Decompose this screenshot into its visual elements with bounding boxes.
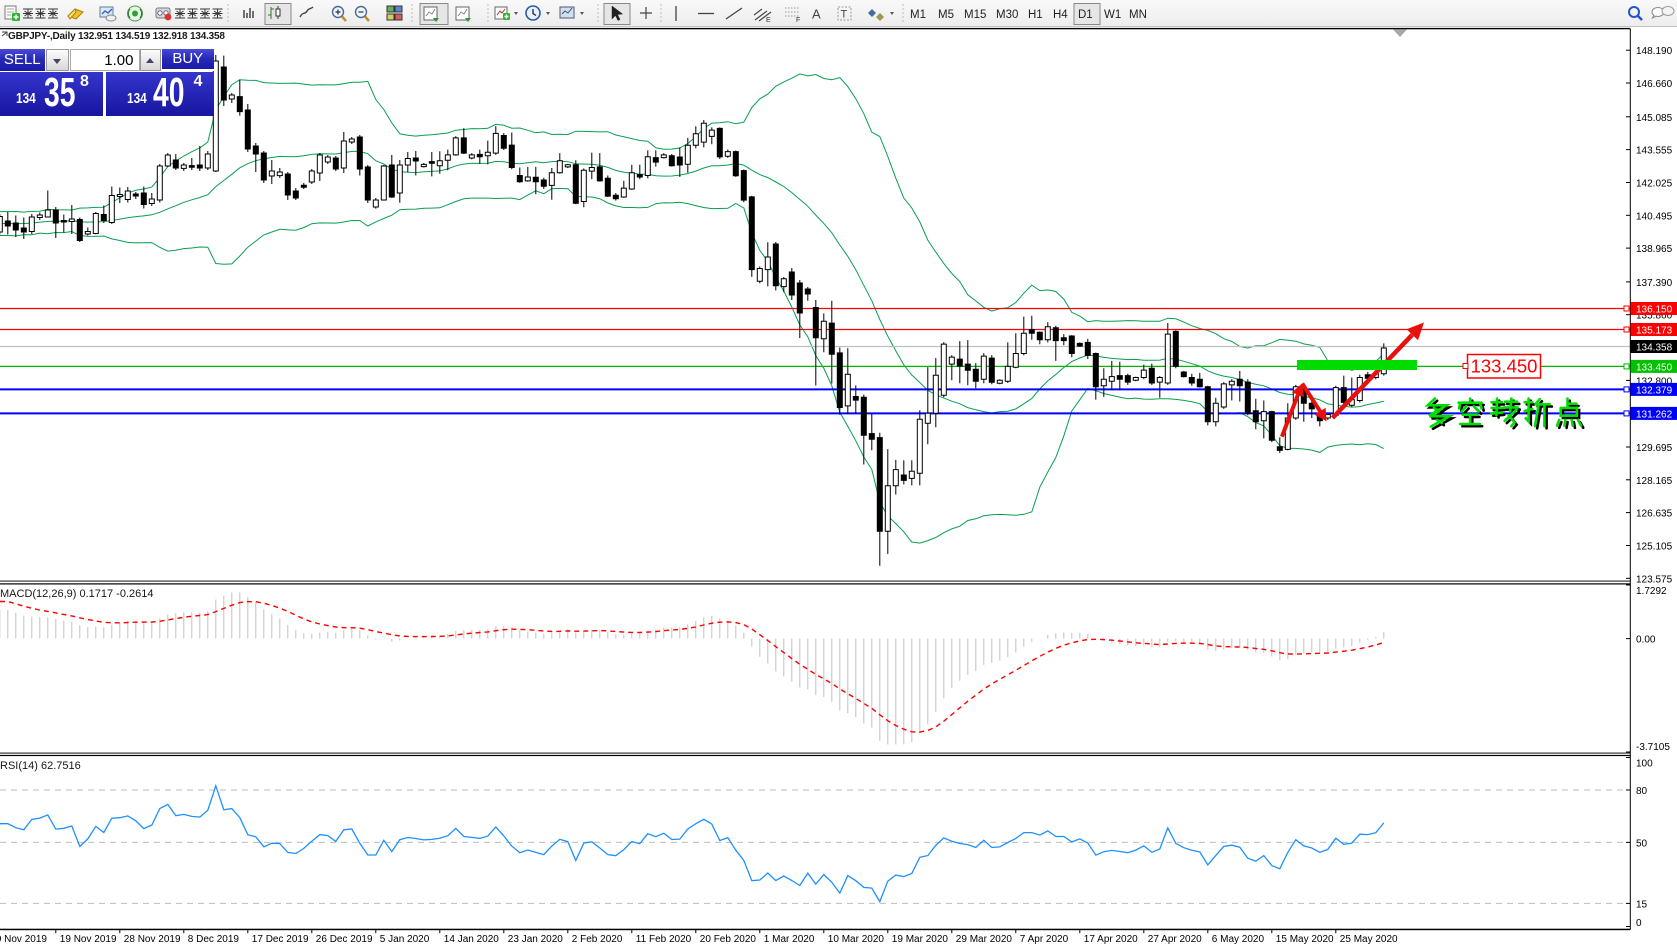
- svg-text:25 May 2020: 25 May 2020: [1340, 934, 1398, 945]
- svg-text:136.150: 136.150: [1636, 305, 1673, 316]
- svg-text:A: A: [812, 7, 821, 22]
- svg-text:134.358: 134.358: [1636, 343, 1673, 354]
- svg-text:126.635: 126.635: [1636, 509, 1673, 520]
- svg-text:5 Jan 2020: 5 Jan 2020: [380, 934, 430, 945]
- svg-text:M15: M15: [964, 9, 986, 21]
- svg-text:26 Dec 2019: 26 Dec 2019: [316, 934, 373, 945]
- svg-text:123.575: 123.575: [1636, 574, 1673, 585]
- svg-text:140.495: 140.495: [1636, 211, 1673, 222]
- svg-text:27 Apr 2020: 27 Apr 2020: [1148, 934, 1202, 945]
- svg-text:2 Feb 2020: 2 Feb 2020: [572, 934, 623, 945]
- svg-text:50: 50: [1636, 838, 1648, 849]
- svg-text:W1: W1: [1104, 9, 1121, 21]
- svg-text:133.450: 133.450: [1471, 356, 1538, 377]
- svg-text:T: T: [841, 9, 848, 21]
- svg-text:132.379: 132.379: [1636, 385, 1673, 396]
- svg-text:M1: M1: [910, 9, 926, 21]
- svg-text:10 Mar 2020: 10 Mar 2020: [828, 934, 885, 945]
- svg-text:F: F: [796, 17, 800, 24]
- svg-text:148.190: 148.190: [1636, 46, 1673, 57]
- svg-text:146.660: 146.660: [1636, 79, 1673, 90]
- svg-text:132.800: 132.800: [1636, 376, 1673, 387]
- svg-text:135.173: 135.173: [1636, 326, 1673, 337]
- svg-text:128.165: 128.165: [1636, 476, 1673, 487]
- svg-text:7 Apr 2020: 7 Apr 2020: [1020, 934, 1069, 945]
- svg-text:23 Jan 2020: 23 Jan 2020: [508, 934, 563, 945]
- svg-text:MN: MN: [1129, 9, 1147, 21]
- svg-text:17 Apr 2020: 17 Apr 2020: [1084, 934, 1138, 945]
- svg-text:137.390: 137.390: [1636, 278, 1673, 289]
- svg-text:1 Mar 2020: 1 Mar 2020: [764, 934, 815, 945]
- svg-text:15: 15: [1636, 899, 1648, 910]
- svg-text:131.262: 131.262: [1636, 409, 1673, 420]
- svg-text:19 Mar 2020: 19 Mar 2020: [892, 934, 949, 945]
- svg-text:20 Feb 2020: 20 Feb 2020: [700, 934, 757, 945]
- svg-text:H1: H1: [1028, 9, 1043, 21]
- svg-text:135.860: 135.860: [1636, 311, 1673, 322]
- svg-text:138.965: 138.965: [1636, 244, 1673, 255]
- svg-text:H4: H4: [1053, 9, 1068, 21]
- svg-text:M30: M30: [996, 9, 1018, 21]
- svg-text:-3.7105: -3.7105: [1636, 742, 1670, 753]
- svg-text:133.450: 133.450: [1636, 362, 1673, 373]
- svg-text:29 Mar 2020: 29 Mar 2020: [956, 934, 1013, 945]
- svg-text:0.00: 0.00: [1636, 635, 1656, 646]
- svg-text:14 Jan 2020: 14 Jan 2020: [444, 934, 499, 945]
- svg-text:129.695: 129.695: [1636, 443, 1673, 454]
- svg-text:RSI(14) 62.7516: RSI(14) 62.7516: [0, 760, 81, 772]
- svg-text:6 May 2020: 6 May 2020: [1212, 934, 1265, 945]
- svg-text:E: E: [766, 17, 771, 24]
- svg-text:0: 0: [1636, 918, 1642, 929]
- svg-text:D1: D1: [1078, 9, 1093, 21]
- svg-text:17 Dec 2019: 17 Dec 2019: [252, 934, 309, 945]
- svg-text:28 Nov 2019: 28 Nov 2019: [124, 934, 181, 945]
- svg-text:80: 80: [1636, 786, 1648, 797]
- svg-text:1.7292: 1.7292: [1636, 586, 1667, 597]
- svg-text:143.555: 143.555: [1636, 146, 1673, 157]
- svg-text:15 May 2020: 15 May 2020: [1276, 934, 1334, 945]
- svg-text:100: 100: [1636, 759, 1653, 770]
- svg-text:8 Dec 2019: 8 Dec 2019: [188, 934, 240, 945]
- svg-text:125.105: 125.105: [1636, 542, 1673, 553]
- svg-text:19 Nov 2019: 19 Nov 2019: [60, 934, 117, 945]
- svg-text:MACD(12,26,9) 0.1717 -0.2614: MACD(12,26,9) 0.1717 -0.2614: [0, 588, 153, 600]
- svg-text:145.085: 145.085: [1636, 113, 1673, 124]
- svg-text:142.025: 142.025: [1636, 179, 1673, 190]
- svg-text:9 Nov 2019: 9 Nov 2019: [0, 934, 47, 945]
- svg-text:11 Feb 2020: 11 Feb 2020: [636, 934, 692, 945]
- svg-text:GBPJPY-,Daily 132.951 134.519: GBPJPY-,Daily 132.951 134.519 132.918 13…: [8, 31, 225, 42]
- svg-text:M5: M5: [938, 9, 954, 21]
